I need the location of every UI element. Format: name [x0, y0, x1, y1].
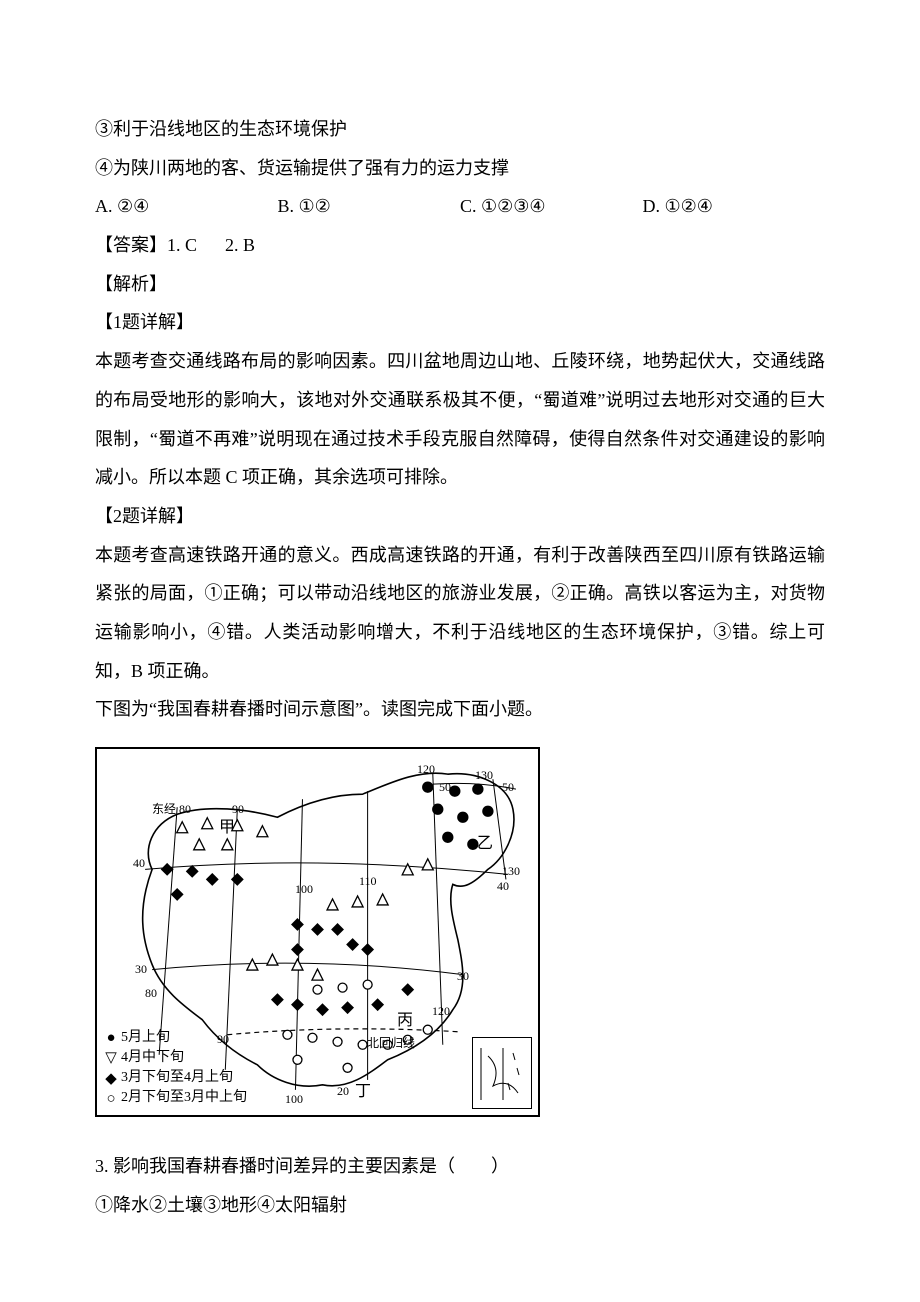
coord-n30r: 30	[457, 964, 469, 990]
answer-line: 【答案】1. C 2. B	[95, 226, 825, 265]
option-c: C. ①②③④	[460, 187, 643, 226]
coord-e130a: 130	[475, 763, 493, 789]
open-circle-icon: ○	[103, 1089, 119, 1109]
q2-body: 本题考查高速铁路开通的意义。西成高速铁路的开通，有利于改善陕西至四川原有铁路运输…	[95, 536, 825, 691]
lat-40	[145, 863, 508, 874]
region-ding: 丁	[355, 1075, 371, 1109]
statement-4: ④为陕川两地的客、货运输提供了强有力的运力支撑	[95, 149, 825, 188]
lon-80	[159, 807, 177, 1055]
south-china-sea-inset	[472, 1037, 532, 1109]
coord-b100: 100	[285, 1087, 303, 1113]
analysis-label: 【解析】	[95, 265, 825, 304]
answer-2: 2. B	[225, 235, 255, 255]
coord-n40r: 40	[497, 874, 509, 900]
figure-intro: 下图为“我国春耕春播时间示意图”。读图完成下面小题。	[95, 690, 825, 729]
legend-text-1: 5月上旬	[121, 1029, 170, 1048]
region-bing: 丙	[397, 1004, 413, 1038]
lat-30	[152, 963, 463, 974]
q3-factors: ①降水②土壤③地形④太阳辐射	[95, 1186, 825, 1225]
option-a: A. ②④	[95, 187, 278, 226]
coord-n50a: 50	[502, 775, 514, 801]
statement-3: ③利于沿线地区的生态环境保护	[95, 110, 825, 149]
coord-b20: 20	[337, 1079, 349, 1105]
region-jia: 甲	[219, 811, 235, 845]
legend-row-4: ○2月下旬至3月中上旬	[103, 1089, 247, 1109]
diamond-icon: ◆	[103, 1069, 119, 1089]
triangle-icon: ▽	[103, 1048, 119, 1068]
legend-row-1: ●5月上旬	[103, 1028, 247, 1048]
legend-text-3: 3月下旬至4月上旬	[121, 1069, 233, 1088]
coord-e120: 120	[417, 757, 435, 783]
answer-label: 【答案】	[95, 235, 167, 255]
coord-e100: 100	[295, 877, 313, 903]
answer-1: 1. C	[167, 235, 197, 255]
q1-body: 本题考查交通线路布局的影响因素。四川盆地周边山地、丘陵环绕，地势起伏大，交通线路…	[95, 342, 825, 497]
legend-text-2: 4月中下旬	[121, 1049, 184, 1068]
option-b: B. ①②	[278, 187, 461, 226]
option-d: D. ①②④	[643, 187, 826, 226]
legend-row-3: ◆3月下旬至4月上旬	[103, 1069, 247, 1089]
coord-e110: 110	[359, 869, 377, 895]
map-legend: ●5月上旬 ▽4月中下旬 ◆3月下旬至4月上旬 ○2月下旬至3月中上旬	[103, 1028, 247, 1109]
filled-circle-icon: ●	[103, 1028, 119, 1048]
q2-head: 【2题详解】	[95, 497, 825, 536]
q1-head: 【1题详解】	[95, 303, 825, 342]
coord-n30l: 30	[135, 957, 147, 983]
mc-options: A. ②④ B. ①② C. ①②③④ D. ①②④	[95, 187, 825, 226]
legend-text-4: 2月下旬至3月中上旬	[121, 1089, 247, 1108]
china-sowing-map: 东经 80 90 100 110 120 130 130 50 50 40 40…	[95, 747, 540, 1117]
legend-row-2: ▽4月中下旬	[103, 1048, 247, 1068]
q3-stem: 3. 影响我国春耕春播时间差异的主要因素是（ ）	[95, 1147, 825, 1186]
coord-b80: 80	[145, 981, 157, 1007]
coord-b120: 120	[432, 999, 450, 1025]
coord-e80: 东经 80	[152, 797, 191, 823]
region-yi: 乙	[477, 827, 493, 861]
coord-n40l: 40	[133, 851, 145, 877]
coord-n50b: 50	[439, 775, 451, 801]
